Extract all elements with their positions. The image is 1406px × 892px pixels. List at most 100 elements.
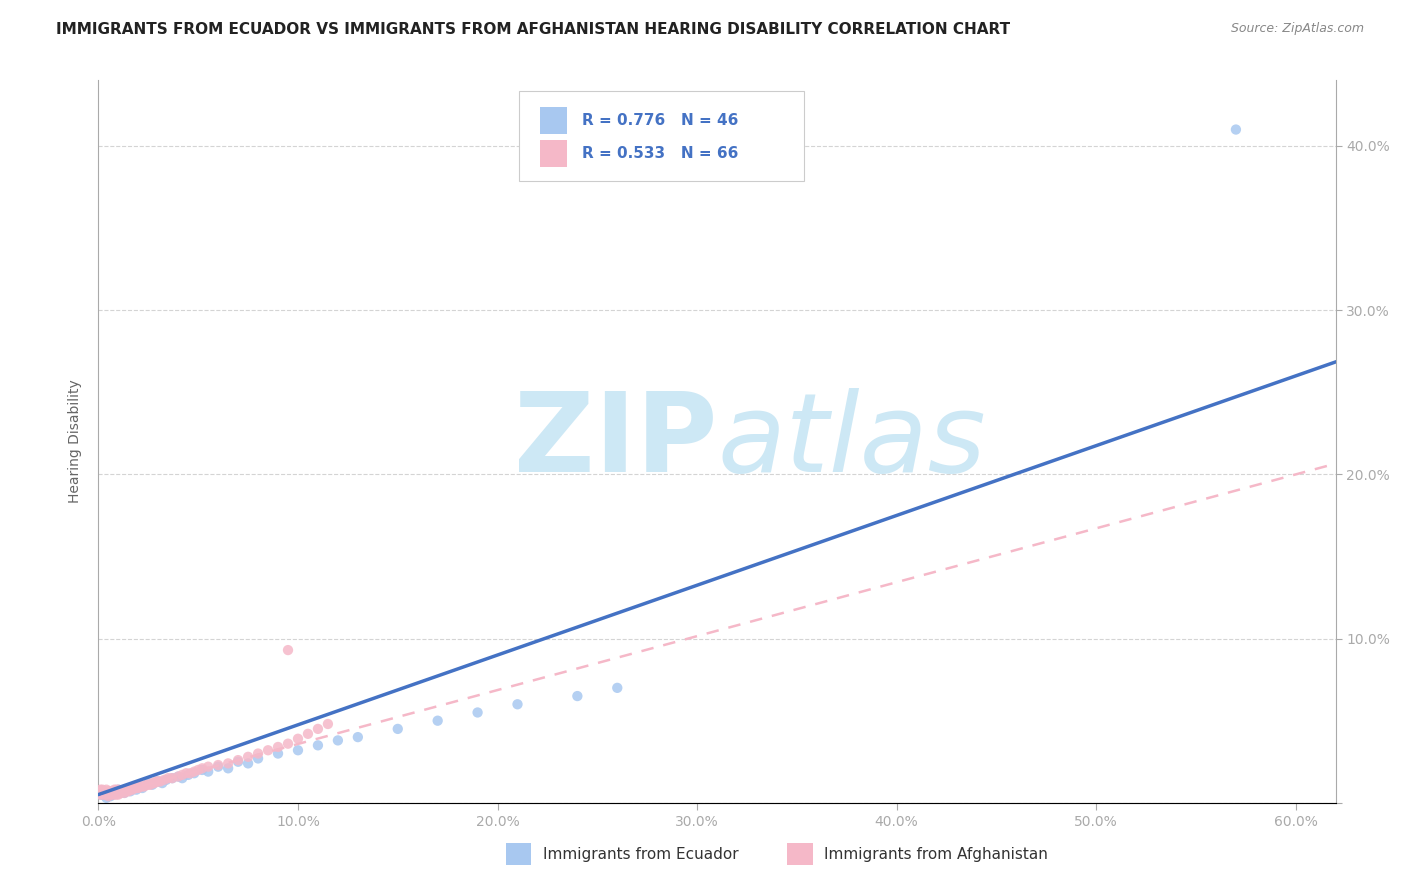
Point [148, 774, 170, 789]
Point [387, 722, 409, 736]
Point [155, 772, 177, 787]
FancyBboxPatch shape [540, 139, 568, 167]
Point [97, 784, 120, 798]
Point [167, 770, 190, 784]
Point [148, 774, 170, 789]
Point [267, 739, 290, 754]
Point [91, 788, 114, 802]
Point [172, 771, 194, 785]
Point [100, 789, 122, 804]
Point [247, 751, 270, 765]
Point [247, 747, 270, 761]
Point [111, 784, 134, 798]
Point [179, 766, 201, 780]
Point [191, 761, 214, 775]
Point [110, 786, 132, 800]
Point [101, 788, 124, 802]
Point [307, 722, 329, 736]
Point [97, 789, 120, 804]
Point [112, 786, 135, 800]
Point [217, 761, 239, 775]
Point [96, 788, 118, 802]
Point [131, 780, 153, 794]
Point [287, 731, 309, 746]
Point [127, 780, 149, 795]
Point [145, 774, 167, 789]
Point [89, 788, 111, 802]
Point [120, 782, 142, 797]
Point [96, 782, 118, 797]
Point [236, 749, 259, 764]
FancyBboxPatch shape [540, 107, 568, 135]
Text: IMMIGRANTS FROM ECUADOR VS IMMIGRANTS FROM AFGHANISTAN HEARING DISABILITY CORREL: IMMIGRANTS FROM ECUADOR VS IMMIGRANTS FR… [56, 22, 1011, 37]
Point [100, 784, 122, 798]
Point [207, 760, 229, 774]
Point [136, 776, 159, 790]
Point [107, 782, 129, 797]
Point [149, 774, 172, 789]
Point [197, 764, 219, 779]
Point [107, 782, 129, 797]
Text: R = 0.533   N = 66: R = 0.533 N = 66 [582, 145, 738, 161]
Point [89, 788, 111, 802]
Point [426, 714, 449, 728]
Point [191, 763, 214, 777]
FancyBboxPatch shape [519, 91, 804, 181]
Point [96, 790, 118, 805]
Point [141, 778, 163, 792]
Text: ZIP: ZIP [513, 388, 717, 495]
Point [101, 784, 124, 798]
Point [100, 788, 122, 802]
Point [277, 643, 299, 657]
Point [105, 788, 128, 802]
Point [117, 782, 139, 797]
Text: Immigrants from Ecuador: Immigrants from Ecuador [543, 847, 738, 862]
Point [226, 753, 249, 767]
Point [103, 786, 125, 800]
Point [112, 786, 135, 800]
Point [467, 706, 489, 720]
Text: Source: ZipAtlas.com: Source: ZipAtlas.com [1230, 22, 1364, 36]
Point [187, 763, 209, 777]
Point [316, 717, 339, 731]
Point [162, 771, 184, 785]
Point [93, 788, 115, 802]
Point [506, 698, 529, 712]
Text: Immigrants from Afghanistan: Immigrants from Afghanistan [824, 847, 1047, 862]
Text: R = 0.776   N = 46: R = 0.776 N = 46 [582, 113, 738, 128]
Point [307, 739, 329, 753]
Point [141, 776, 163, 790]
Point [207, 758, 229, 772]
Point [121, 782, 143, 797]
Point [139, 778, 162, 792]
Point [157, 771, 180, 785]
Point [91, 788, 114, 802]
Point [143, 776, 166, 790]
Point [347, 730, 370, 744]
Point [127, 780, 149, 794]
Point [326, 733, 349, 747]
Point [183, 764, 205, 779]
Point [226, 755, 249, 769]
Point [172, 768, 194, 782]
Point [177, 768, 200, 782]
Point [117, 784, 139, 798]
Point [153, 772, 176, 787]
Text: atlas: atlas [717, 388, 986, 495]
Point [257, 743, 280, 757]
Point [124, 780, 146, 795]
Point [120, 784, 142, 798]
Point [236, 756, 259, 771]
Point [287, 743, 309, 757]
Point [167, 770, 190, 784]
Point [606, 681, 628, 695]
Point [124, 780, 146, 795]
Point [111, 784, 134, 798]
Point [131, 780, 153, 795]
Y-axis label: Hearing Disability: Hearing Disability [69, 380, 83, 503]
Point [103, 782, 125, 797]
Point [101, 788, 124, 802]
Point [1225, 122, 1247, 136]
Point [136, 778, 159, 792]
Point [197, 760, 219, 774]
